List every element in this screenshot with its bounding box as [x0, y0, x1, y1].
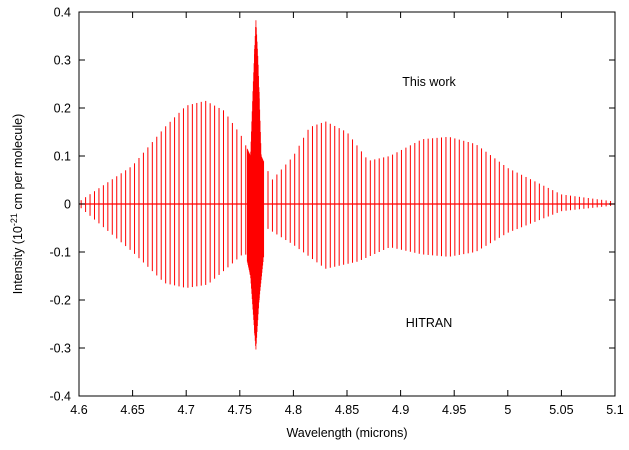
y-tick-label: 0.4 [54, 6, 71, 20]
x-tick-label: 4.65 [120, 403, 144, 417]
x-tick-label: 4.9 [392, 403, 409, 417]
x-tick-label: 4.85 [335, 403, 359, 417]
y-tick-label: 0.1 [54, 150, 71, 164]
x-tick-label: 5.05 [549, 403, 573, 417]
x-tick-label: 4.8 [285, 403, 302, 417]
x-axis-label: Wavelength (microns) [286, 426, 407, 440]
y-tick-label: -0.1 [49, 246, 71, 260]
y-axis-label-suffix: cm per molecule) [11, 114, 25, 213]
x-tick-label: 4.95 [442, 403, 466, 417]
x-tick-label: 4.6 [70, 403, 87, 417]
y-axis-label: Intensity (10-21 cm per molecule) [9, 114, 25, 294]
y-tick-label: -0.4 [49, 390, 71, 404]
data-layer [79, 20, 615, 350]
x-tick-label: 4.7 [178, 403, 195, 417]
y-axis-label-superscript: -21 [9, 213, 19, 226]
x-tick-label: 5 [504, 403, 511, 417]
y-tick-label: 0.2 [54, 102, 71, 116]
series-negative [80, 204, 612, 350]
annotation-hitran: HITRAN [406, 316, 453, 330]
y-tick-label: 0.3 [54, 54, 71, 68]
x-tick-label: 4.75 [228, 403, 252, 417]
tick-layer: 4.6 4.65 4.7 4.75 4.8 4.85 4.9 4.95 5 5.05 5.1 -0.4… [49, 6, 623, 418]
series-positive [80, 20, 612, 204]
y-tick-label: -0.3 [49, 342, 71, 356]
x-tick-label: 5.1 [606, 403, 623, 417]
annotation-this-work: This work [402, 75, 456, 89]
y-tick-label: 0 [64, 198, 71, 212]
y-tick-label: -0.2 [49, 294, 71, 308]
y-axis-label-prefix: Intensity (10 [11, 226, 25, 294]
